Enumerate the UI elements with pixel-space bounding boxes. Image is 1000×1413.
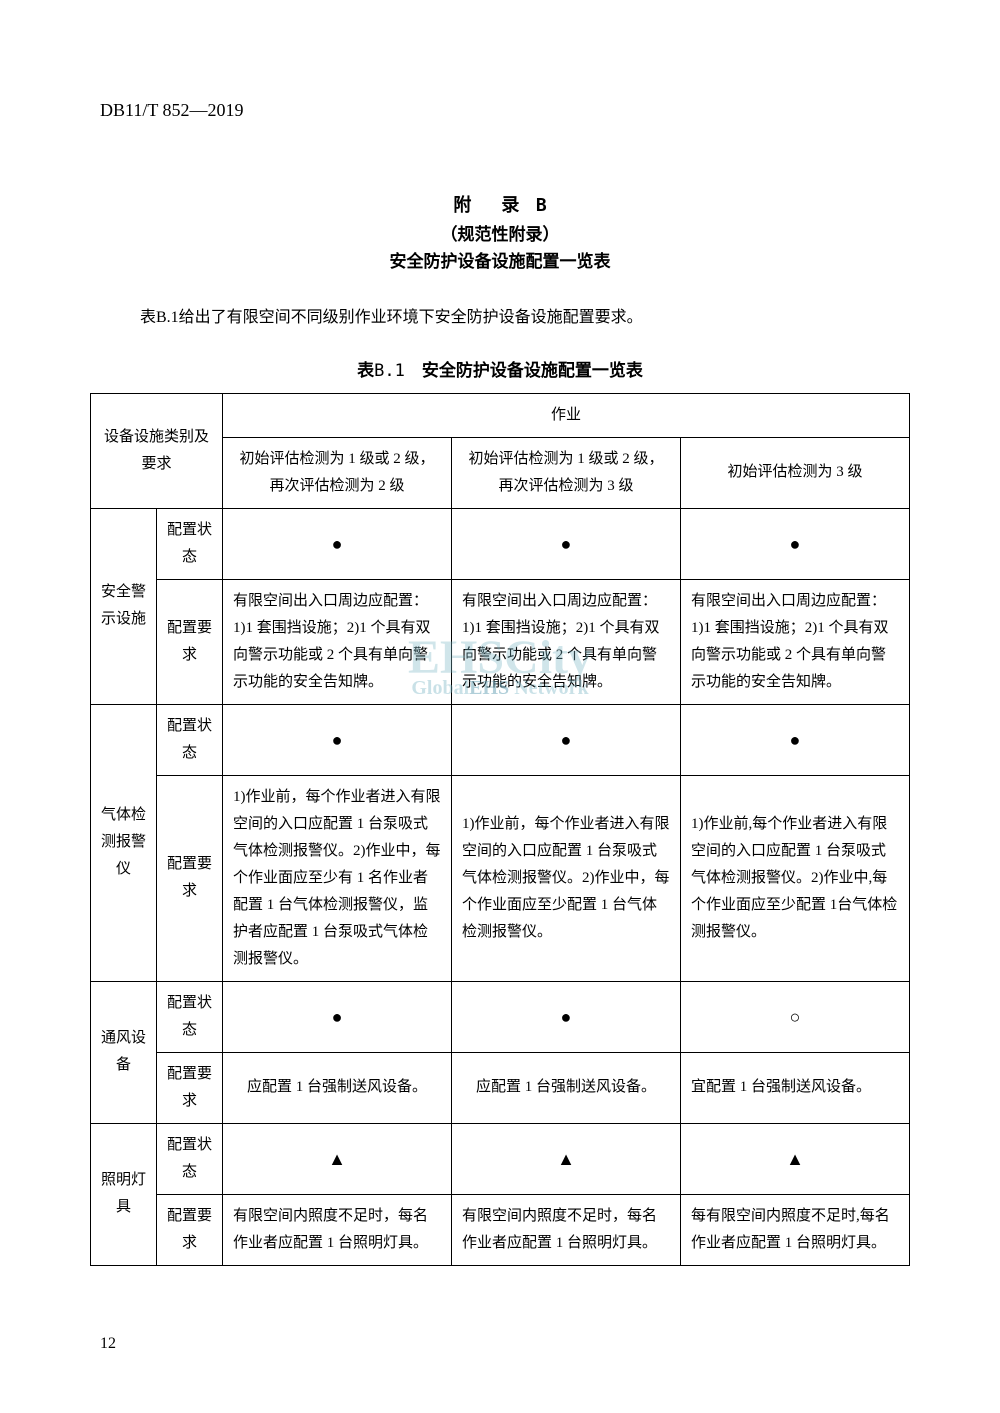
table-row: 照明灯具 配置状态 ▲ ▲ ▲ xyxy=(91,1123,910,1194)
requirement-cell: 有限空间内照度不足时，每名作业者应配置 1 台照明灯具。 xyxy=(452,1194,681,1265)
status-symbol: ● xyxy=(223,508,452,579)
status-symbol: ● xyxy=(680,508,909,579)
table-header-row: 设备设施类别及要求 作业 xyxy=(91,393,910,437)
status-symbol: ● xyxy=(680,704,909,775)
sublabel-status: 配置状态 xyxy=(157,704,223,775)
appendix-subtitle1: （规范性附录） xyxy=(90,221,910,248)
category-safety-sign: 安全警示设施 xyxy=(91,508,157,704)
table-row: 配置要求 有限空间出入口周边应配置：1)1 套围挡设施；2)1 个具有双向警示功… xyxy=(91,579,910,704)
status-symbol: ▲ xyxy=(680,1123,909,1194)
status-symbol: ● xyxy=(223,704,452,775)
sublabel-requirement: 配置要求 xyxy=(157,579,223,704)
intro-text: 表B.1给出了有限空间不同级别作业环境下安全防护设备设施配置要求。 xyxy=(140,305,910,331)
category-lighting: 照明灯具 xyxy=(91,1123,157,1265)
requirement-cell: 宜配置 1 台强制送风设备。 xyxy=(680,1052,909,1123)
sublabel-status: 配置状态 xyxy=(157,981,223,1052)
sublabel-status: 配置状态 xyxy=(157,1123,223,1194)
status-symbol: ▲ xyxy=(223,1123,452,1194)
requirement-cell: 每有限空间内照度不足时,每名作业者应配置 1 台照明灯具。 xyxy=(680,1194,909,1265)
document-code: DB11/T 852—2019 xyxy=(100,100,910,121)
header-col3: 初始评估检测为 3 级 xyxy=(680,437,909,508)
requirement-cell: 有限空间内照度不足时，每名作业者应配置 1 台照明灯具。 xyxy=(223,1194,452,1265)
requirement-cell: 1)作业前,每个作业者进入有限空间的入口应配置 1 台泵吸式气体检测报警仪。2)… xyxy=(680,775,909,981)
table-caption-title: 安全防护设备设施配置一览表 xyxy=(422,361,643,380)
header-col1: 初始评估检测为 1 级或 2 级，再次评估检测为 2 级 xyxy=(223,437,452,508)
header-col2: 初始评估检测为 1 级或 2 级，再次评估检测为 3 级 xyxy=(452,437,681,508)
table-row: 安全警示设施 配置状态 ● ● ● xyxy=(91,508,910,579)
sublabel-requirement: 配置要求 xyxy=(157,1052,223,1123)
category-gas-detector: 气体检测报警仪 xyxy=(91,704,157,981)
status-symbol: ● xyxy=(452,981,681,1052)
table-caption-prefix: 表 xyxy=(357,361,374,380)
appendix-title-prefix: 附 录 xyxy=(453,195,525,215)
requirement-cell: 应配置 1 台强制送风设备。 xyxy=(452,1052,681,1123)
requirement-cell: 1)作业前，每个作业者进入有限空间的入口应配置 1 台泵吸式气体检测报警仪。2)… xyxy=(452,775,681,981)
requirement-cell: 有限空间出入口周边应配置：1)1 套围挡设施；2)1 个具有双向警示功能或 2 … xyxy=(452,579,681,704)
requirement-cell: 1)作业前，每个作业者进入有限空间的入口应配置 1 台泵吸式气体检测报警仪。2)… xyxy=(223,775,452,981)
page-number: 12 xyxy=(100,1335,116,1353)
header-operation: 作业 xyxy=(223,393,910,437)
sublabel-requirement: 配置要求 xyxy=(157,775,223,981)
sublabel-status: 配置状态 xyxy=(157,508,223,579)
requirement-cell: 有限空间出入口周边应配置：1)1 套围挡设施；2)1 个具有双向警示功能或 2 … xyxy=(223,579,452,704)
table-row: 配置要求 有限空间内照度不足时，每名作业者应配置 1 台照明灯具。 有限空间内照… xyxy=(91,1194,910,1265)
header-category: 设备设施类别及要求 xyxy=(91,393,223,508)
table-caption-num: B.1 xyxy=(374,361,405,381)
table-row: 通风设备 配置状态 ● ● ○ xyxy=(91,981,910,1052)
table-caption: 表B.1 安全防护设备设施配置一览表 xyxy=(90,356,910,381)
status-symbol: ● xyxy=(452,704,681,775)
table-row: 配置要求 1)作业前，每个作业者进入有限空间的入口应配置 1 台泵吸式气体检测报… xyxy=(91,775,910,981)
appendix-title-letter: B xyxy=(536,195,547,216)
sublabel-requirement: 配置要求 xyxy=(157,1194,223,1265)
config-table: 设备设施类别及要求 作业 初始评估检测为 1 级或 2 级，再次评估检测为 2 … xyxy=(90,393,910,1266)
status-symbol: ▲ xyxy=(452,1123,681,1194)
status-symbol: ○ xyxy=(680,981,909,1052)
requirement-cell: 应配置 1 台强制送风设备。 xyxy=(223,1052,452,1123)
appendix-header: 附 录 B （规范性附录） 安全防护设备设施配置一览表 xyxy=(90,191,910,275)
appendix-title: 附 录 B xyxy=(90,191,910,221)
status-symbol: ● xyxy=(223,981,452,1052)
appendix-subtitle2: 安全防护设备设施配置一览表 xyxy=(90,248,910,275)
table-row: 气体检测报警仪 配置状态 ● ● ● xyxy=(91,704,910,775)
table-row: 配置要求 应配置 1 台强制送风设备。 应配置 1 台强制送风设备。 宜配置 1… xyxy=(91,1052,910,1123)
status-symbol: ● xyxy=(452,508,681,579)
category-ventilation: 通风设备 xyxy=(91,981,157,1123)
requirement-cell: 有限空间出入口周边应配置：1)1 套围挡设施；2)1 个具有双向警示功能或 2 … xyxy=(680,579,909,704)
